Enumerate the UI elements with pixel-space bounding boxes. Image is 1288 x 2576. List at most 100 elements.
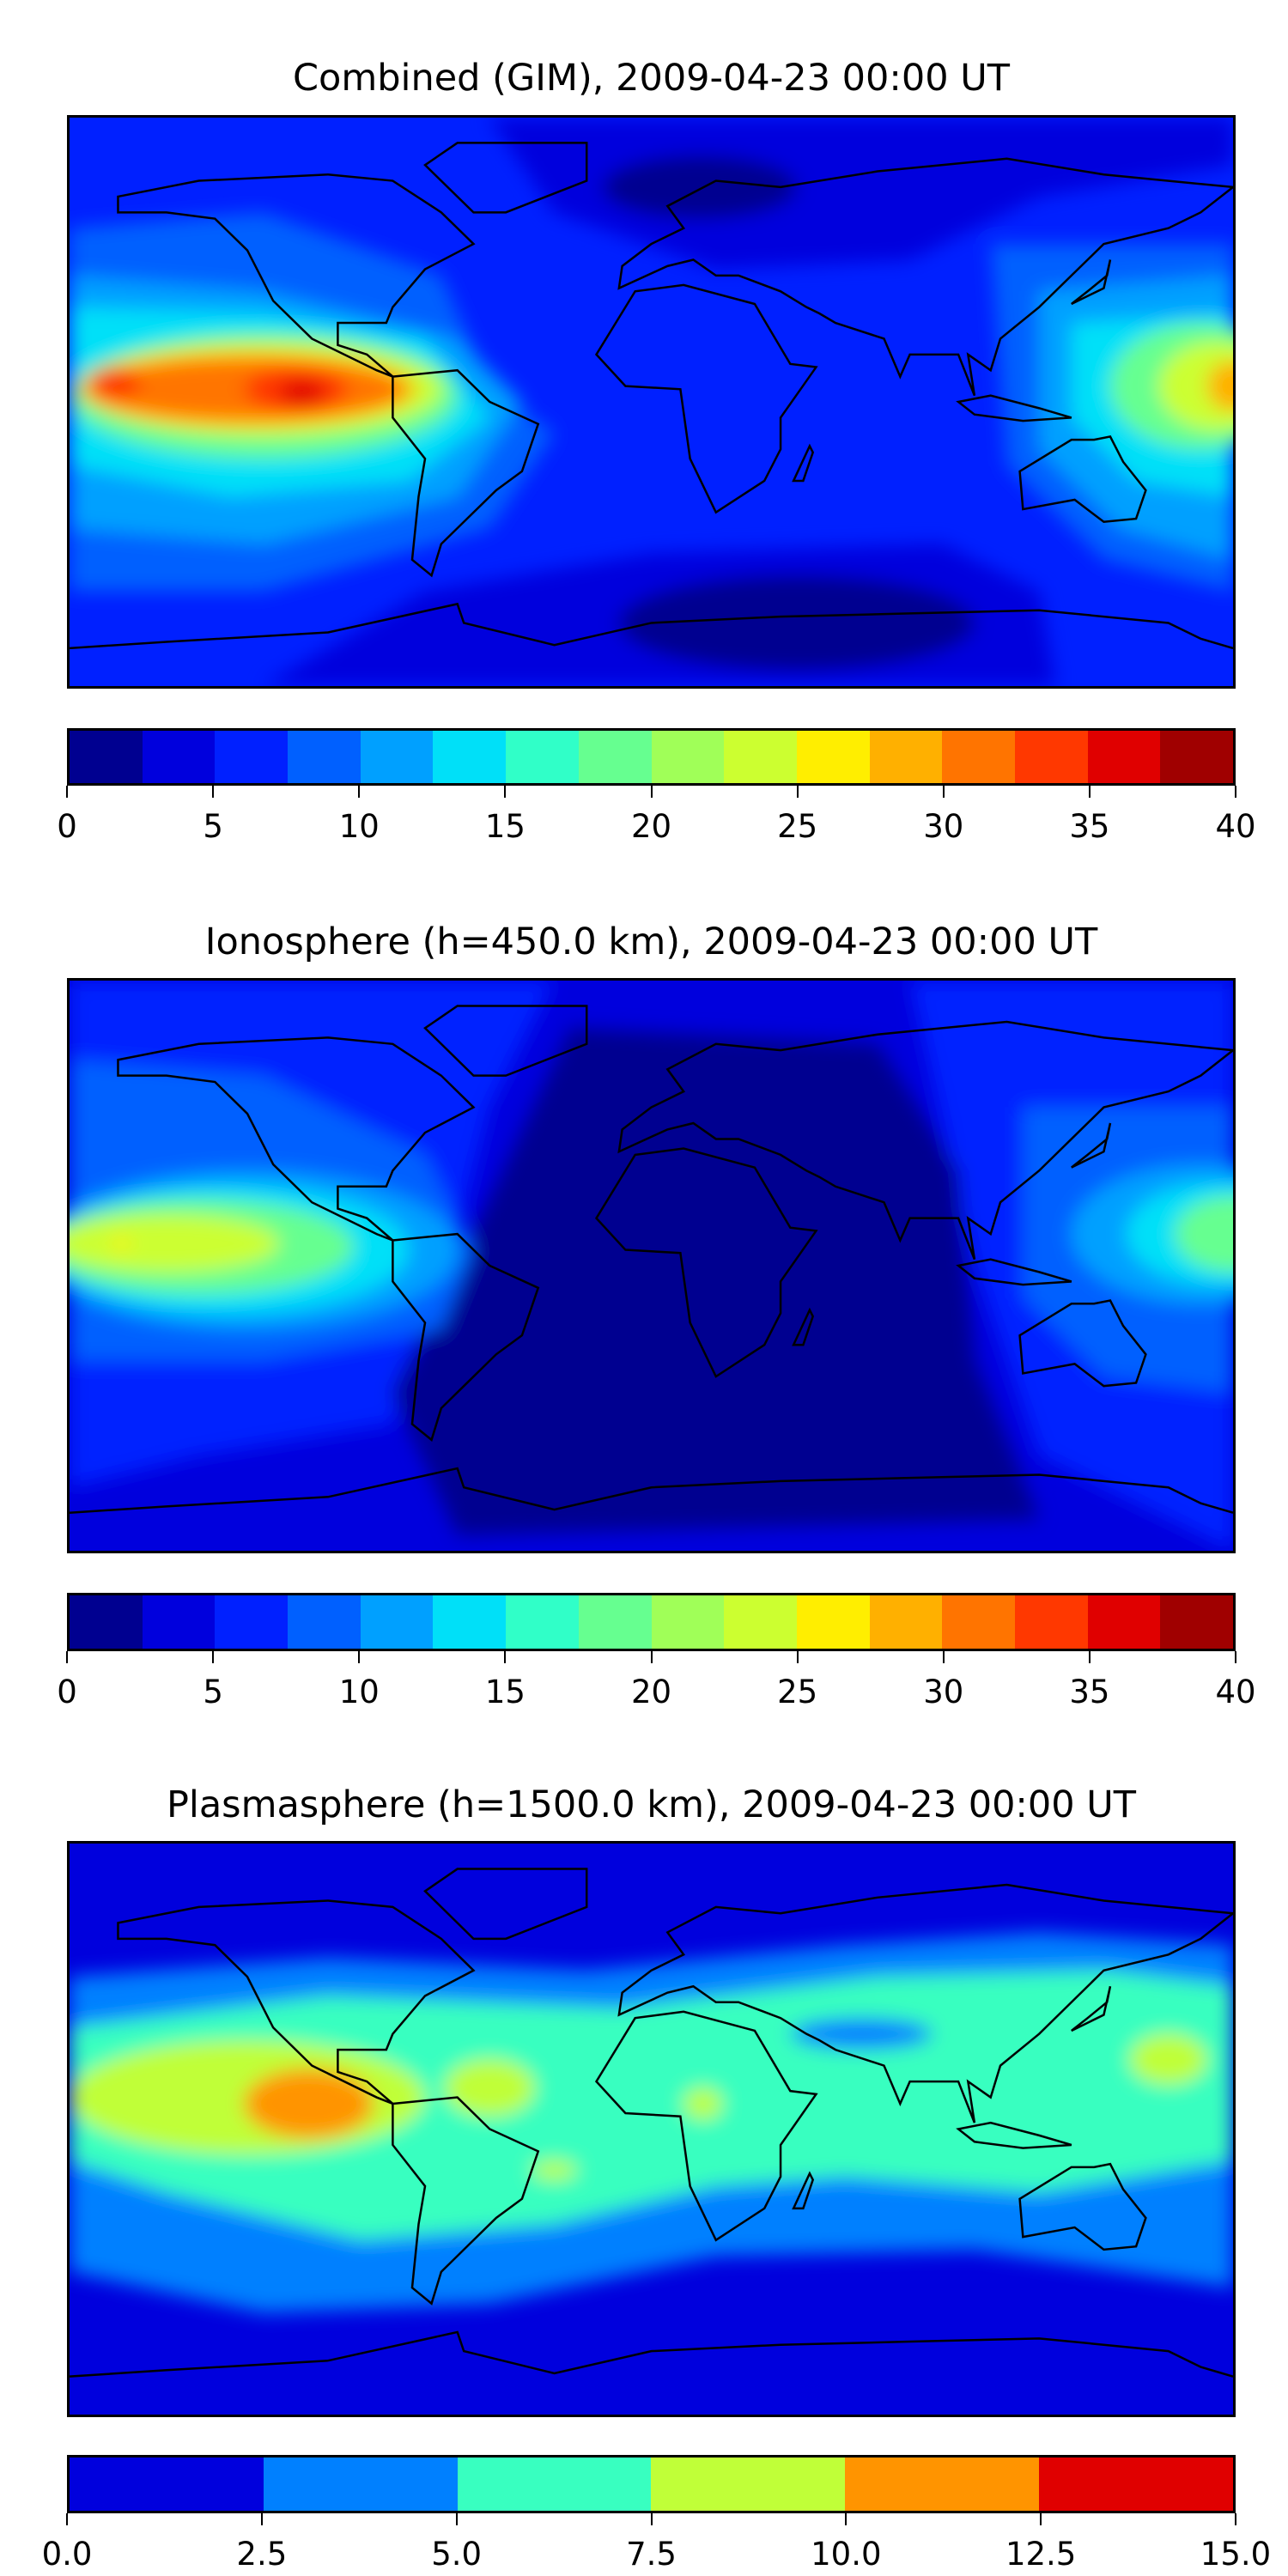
colorbar-segment: [506, 1595, 579, 1649]
colorbar-tick-label: 5.0: [431, 2536, 483, 2573]
colorbar-segment: [215, 731, 289, 783]
colorbar-plasmasphere: [67, 2455, 1236, 2513]
colorbar-tick: [942, 786, 945, 798]
colorbar-segment: [142, 731, 216, 783]
map-combined-svg: [70, 118, 1233, 686]
colorbar-tick: [650, 1651, 653, 1663]
chart-title-plasmasphere: Plasmasphere (h=1500.0 km), 2009-04-23 0…: [166, 1783, 1137, 1826]
colorbar-segment: [1087, 1595, 1161, 1649]
colorbar-tick-label: 2.5: [236, 2536, 288, 2573]
contour-level-1-arabia: [790, 2018, 933, 2050]
colorbar-segment: [360, 731, 434, 783]
colorbar-segment: [942, 1595, 1015, 1649]
colorbar-tick: [358, 1651, 361, 1663]
colorbar-segment: [869, 731, 943, 783]
colorbar-segment: [1160, 731, 1233, 783]
colorbar-tick-label: 15: [484, 808, 526, 845]
contour-level-3-d: [532, 2160, 577, 2180]
contour-level-0: [603, 155, 797, 219]
colorbar-tick-label: 15.0: [1200, 2536, 1272, 2573]
colorbar-segment: [724, 731, 797, 783]
colorbar-tick: [504, 786, 507, 798]
colorbar-tick: [66, 1651, 68, 1663]
colorbar-segment: [288, 731, 361, 783]
colorbar-tick: [650, 2513, 653, 2525]
contour-level-3-e: [1129, 2033, 1207, 2085]
contour-level-13-a: [88, 367, 141, 399]
colorbar-tick-label: 25: [777, 808, 818, 845]
colorbar-tick: [650, 786, 653, 798]
colorbar-tick: [66, 2513, 68, 2525]
colorbar-tick-label: 30: [923, 808, 964, 845]
colorbar-segment: [360, 1595, 434, 1649]
contour-level-10: [111, 1236, 131, 1250]
colorbar-tick: [1235, 2513, 1236, 2525]
colorbar-tick: [66, 786, 68, 798]
contour-level-7-east: [1175, 1195, 1233, 1273]
colorbar-segment: [70, 1595, 143, 1649]
colorbar-segment: [1014, 1595, 1088, 1649]
colorbar-tick: [358, 786, 361, 798]
contour-level-3-b: [444, 2059, 535, 2117]
colorbar-segment: [845, 2458, 1040, 2511]
colorbar-segment: [578, 1595, 652, 1649]
colorbar-segment: [651, 1595, 725, 1649]
colorbar-tick-label: 10.0: [811, 2536, 882, 2573]
colorbar-tick-label: 0: [57, 1674, 77, 1710]
colorbar-segment: [651, 2458, 846, 2511]
colorbar-segment: [869, 1595, 943, 1649]
colorbar-tick: [1040, 2513, 1042, 2525]
chart-title-ionosphere: Ionosphere (h=450.0 km), 2009-04-23 00:0…: [204, 920, 1098, 963]
colorbar-tick: [260, 2513, 263, 2525]
colorbar-segment: [796, 731, 870, 783]
colorbar-tick-label: 35: [1069, 1674, 1110, 1710]
colorbar-segment: [70, 731, 143, 783]
map-ionosphere-svg: [70, 981, 1233, 1551]
colorbar-tick: [942, 1651, 945, 1663]
map-plasmasphere: [67, 1841, 1236, 2417]
contour-level-14: [279, 380, 325, 405]
colorbar-tick-label: 5: [203, 1674, 223, 1710]
contour-level-0: [392, 1028, 1040, 1535]
chart-title-combined: Combined (GIM), 2009-04-23 00:00 UT: [292, 57, 1010, 100]
contour-level-4: [244, 2069, 374, 2139]
colorbar-segment: [288, 1595, 361, 1649]
colorbar-tick-label: 0: [57, 808, 77, 845]
colorbar-segment: [1160, 1595, 1233, 1649]
map-plasmasphere-svg: [70, 1844, 1233, 2415]
colorbar-tick: [455, 2513, 458, 2525]
colorbar-tick-label: 25: [777, 1674, 818, 1710]
contour-level-0-south: [618, 575, 975, 671]
colorbar-segment: [433, 731, 507, 783]
colorbar-tick: [1235, 1651, 1236, 1663]
colorbar-tick: [796, 786, 799, 798]
contour-level-11-east: [1206, 361, 1233, 412]
colorbar-tick-label: 40: [1215, 1674, 1256, 1710]
colorbar-tick: [1088, 786, 1091, 798]
map-ionosphere: [67, 978, 1236, 1553]
colorbar-tick-label: 20: [630, 1674, 672, 1710]
colorbar-segment: [433, 1595, 507, 1649]
colorbar-segment: [651, 731, 725, 783]
colorbar-tick-label: 30: [923, 1674, 964, 1710]
colorbar-tick: [845, 2513, 848, 2525]
colorbar-tick: [212, 786, 215, 798]
colorbar-segment: [263, 2458, 458, 2511]
contour-level-2: [70, 1970, 1233, 2240]
colorbar-segment: [1039, 2458, 1233, 2511]
contour-level-3-c: [683, 2087, 723, 2120]
colorbar-tick: [1088, 1651, 1091, 1663]
colorbar-tick-label: 5: [203, 808, 223, 845]
colorbar-tick-label: 12.5: [1005, 2536, 1077, 2573]
map-combined: [67, 115, 1236, 689]
colorbar-segment: [457, 2458, 652, 2511]
colorbar-tick: [212, 1651, 215, 1663]
colorbar-tick: [1235, 786, 1236, 798]
colorbar-segment: [1014, 731, 1088, 783]
colorbar-ionosphere: [67, 1593, 1236, 1651]
colorbar-tick-label: 35: [1069, 808, 1110, 845]
colorbar-tick-label: 7.5: [626, 2536, 677, 2573]
colorbar-tick-label: 10: [338, 808, 380, 845]
colorbar-segment: [506, 731, 579, 783]
colorbar-tick: [796, 1651, 799, 1663]
